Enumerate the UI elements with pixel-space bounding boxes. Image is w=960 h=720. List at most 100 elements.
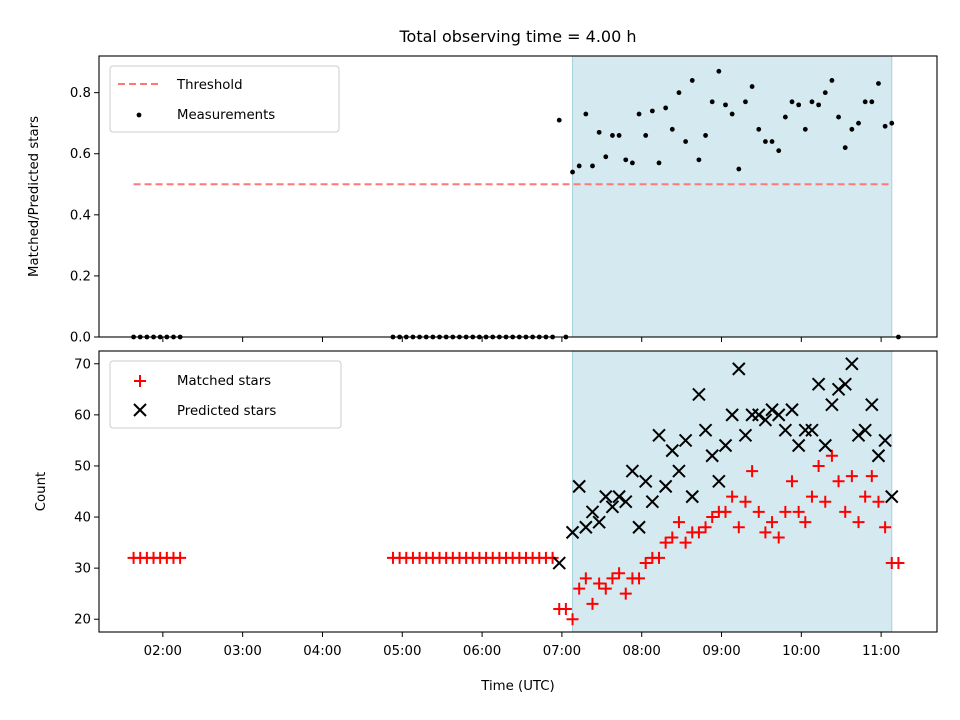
ratio-legend-box xyxy=(109,65,340,133)
legend-measurements-label: Measurements xyxy=(177,108,275,123)
predicted-stars-point xyxy=(705,449,719,463)
measurement-point xyxy=(716,68,722,74)
matched-stars-point xyxy=(639,557,652,570)
measurement-point xyxy=(729,111,735,117)
predicted-stars-point xyxy=(665,443,680,458)
predicted-stars-point xyxy=(652,428,666,443)
figure-title: Total observing time = 4.00 h xyxy=(398,27,636,46)
ratio-x-ticks xyxy=(162,337,882,342)
matched-stars-point xyxy=(546,551,559,564)
matched-stars-point xyxy=(672,516,685,529)
matched-stars-point xyxy=(599,582,612,595)
matched-stars-point xyxy=(679,536,692,549)
predicted-stars-point xyxy=(698,423,713,437)
measurement-point xyxy=(749,84,755,89)
legend-matched-swatch xyxy=(134,375,146,387)
ratio-axes-frame xyxy=(98,55,938,338)
matched-stars-point xyxy=(732,521,745,534)
measurement-point xyxy=(829,78,835,83)
predicted-stars-point xyxy=(772,408,786,422)
x-tick-label: 06:00 xyxy=(463,644,501,659)
x-tick-label: 11:00 xyxy=(862,644,900,659)
predicted-stars-point xyxy=(625,464,640,478)
matched-stars-point xyxy=(832,475,845,488)
y-tick-label: 30 xyxy=(74,562,91,577)
matched-stars-point xyxy=(772,531,785,544)
matched-stars-point xyxy=(792,505,805,518)
measurement-point xyxy=(723,102,728,108)
measurement-point xyxy=(849,126,855,132)
measurement-point xyxy=(596,129,602,135)
measurement-point xyxy=(876,81,881,86)
x-tick-label: 08:00 xyxy=(623,644,661,659)
matched-stars-point xyxy=(719,505,732,518)
predicted-stars-point xyxy=(692,387,706,402)
x-tick-label: 05:00 xyxy=(383,644,421,659)
measurement-point xyxy=(663,105,669,111)
matched-stars-point xyxy=(619,587,632,600)
matched-stars-point xyxy=(872,495,885,508)
predicted-stars-point xyxy=(805,423,819,437)
predicted-stars-point xyxy=(645,495,660,509)
measurement-point xyxy=(656,160,662,166)
matched-stars-point xyxy=(746,465,759,478)
x-tick-label: 03:00 xyxy=(223,644,261,659)
matched-stars-point xyxy=(786,475,799,488)
measurement-point xyxy=(636,111,642,117)
measurement-point xyxy=(643,133,649,138)
measurement-point xyxy=(809,99,815,105)
matched-stars-point xyxy=(892,557,905,570)
predicted-stars-point xyxy=(765,403,779,417)
matched-stars-point xyxy=(865,470,878,483)
measurement-point xyxy=(816,102,822,108)
measurement-point xyxy=(629,160,635,166)
predicted-stars-point xyxy=(758,413,773,427)
predicted-stars-point xyxy=(685,489,699,504)
predicted-stars-point xyxy=(599,489,613,504)
matched-stars-point xyxy=(613,567,626,580)
predicted-stars-point xyxy=(752,408,766,422)
observing-window-shade xyxy=(572,55,893,338)
measurement-point xyxy=(882,123,888,129)
measurement-point xyxy=(856,120,861,126)
measurement-point xyxy=(743,99,748,105)
legend-threshold-label: Threshold xyxy=(176,78,243,93)
predicted-stars-point xyxy=(612,489,626,504)
measurement-point xyxy=(570,169,575,175)
measurement-point xyxy=(590,163,595,169)
matched-stars-point xyxy=(752,505,765,518)
x-tick-label: 09:00 xyxy=(702,644,740,659)
y-tick-label: 60 xyxy=(74,408,91,423)
counts-y-ticks: 20 30 40 50 60 70 xyxy=(74,357,99,628)
predicted-stars-point xyxy=(725,408,739,422)
legend-predicted-swatch xyxy=(133,403,147,417)
predicted-stars-point xyxy=(778,423,793,437)
measurement-point xyxy=(789,99,795,105)
legend-predicted-label: Predicted stars xyxy=(177,404,276,419)
predicted-stars-point xyxy=(818,438,832,453)
matched-stars-point xyxy=(739,495,752,508)
measurement-point xyxy=(756,126,762,132)
predicted-stars-point xyxy=(619,495,633,509)
y-tick-label: 0.2 xyxy=(70,269,91,284)
y-tick-label: 20 xyxy=(74,613,91,628)
matched-stars-point xyxy=(566,613,579,626)
counts-points xyxy=(127,357,905,626)
ratio-legend: Threshold Measurements xyxy=(109,65,340,133)
matched-stars-point xyxy=(699,521,712,534)
predicted-stars-point xyxy=(838,377,852,391)
measurement-point xyxy=(862,99,868,105)
predicted-stars-point xyxy=(878,433,892,448)
matched-stars-point xyxy=(174,551,187,564)
x-tick-label: 10:00 xyxy=(782,644,820,659)
measurement-point xyxy=(796,102,802,108)
y-tick-label: 70 xyxy=(74,357,91,372)
matched-stars-point xyxy=(825,449,838,462)
measurement-point xyxy=(709,99,715,105)
y-tick-label: 50 xyxy=(74,459,91,474)
predicted-stars-point xyxy=(811,377,826,391)
predicted-stars-point xyxy=(718,438,733,453)
matched-stars-point xyxy=(726,490,739,503)
measurement-point xyxy=(689,78,695,83)
